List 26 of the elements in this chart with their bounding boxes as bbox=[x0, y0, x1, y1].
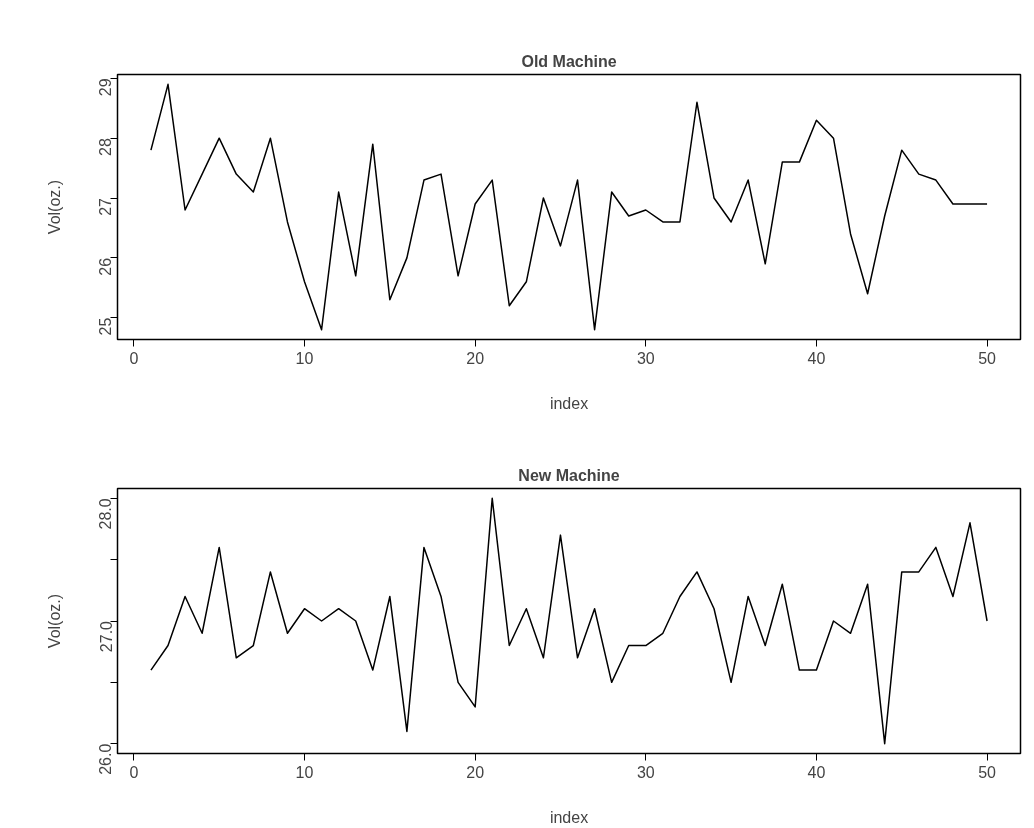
y-tick-label: 28.0 bbox=[97, 498, 115, 530]
x-axis-title: index bbox=[549, 394, 589, 412]
y-tick-label: 25 bbox=[97, 317, 115, 336]
x-axis-title: index bbox=[549, 808, 589, 826]
y-tick-label: 27.0 bbox=[97, 620, 115, 653]
y-tick-label: 29 bbox=[97, 78, 115, 97]
x-tick-label: 20 bbox=[466, 349, 485, 367]
x-tick-label: 20 bbox=[466, 763, 485, 781]
x-tick-label: 0 bbox=[129, 349, 139, 367]
x-tick-label: 50 bbox=[978, 763, 997, 781]
x-tick-label: 30 bbox=[636, 763, 655, 781]
x-tick-label: 30 bbox=[636, 349, 655, 367]
x-tick-label: 10 bbox=[295, 349, 314, 367]
y-tick-label: 26.0 bbox=[97, 743, 115, 775]
x-tick-label: 10 bbox=[295, 763, 314, 781]
y-tick-label: 27 bbox=[97, 197, 115, 216]
y-tick-label: 26 bbox=[97, 257, 115, 276]
y-tick-label: 28 bbox=[97, 138, 115, 156]
x-tick-label: 40 bbox=[807, 349, 826, 367]
x-tick-label: 0 bbox=[129, 763, 139, 781]
y-axis-title: Vol(oz.) bbox=[45, 593, 63, 649]
chart-title: Old Machine bbox=[521, 52, 617, 70]
x-tick-label: 50 bbox=[978, 349, 997, 367]
chart-title: New Machine bbox=[518, 466, 620, 484]
x-tick-label: 40 bbox=[807, 763, 826, 781]
y-axis-title: Vol(oz.) bbox=[45, 179, 63, 235]
